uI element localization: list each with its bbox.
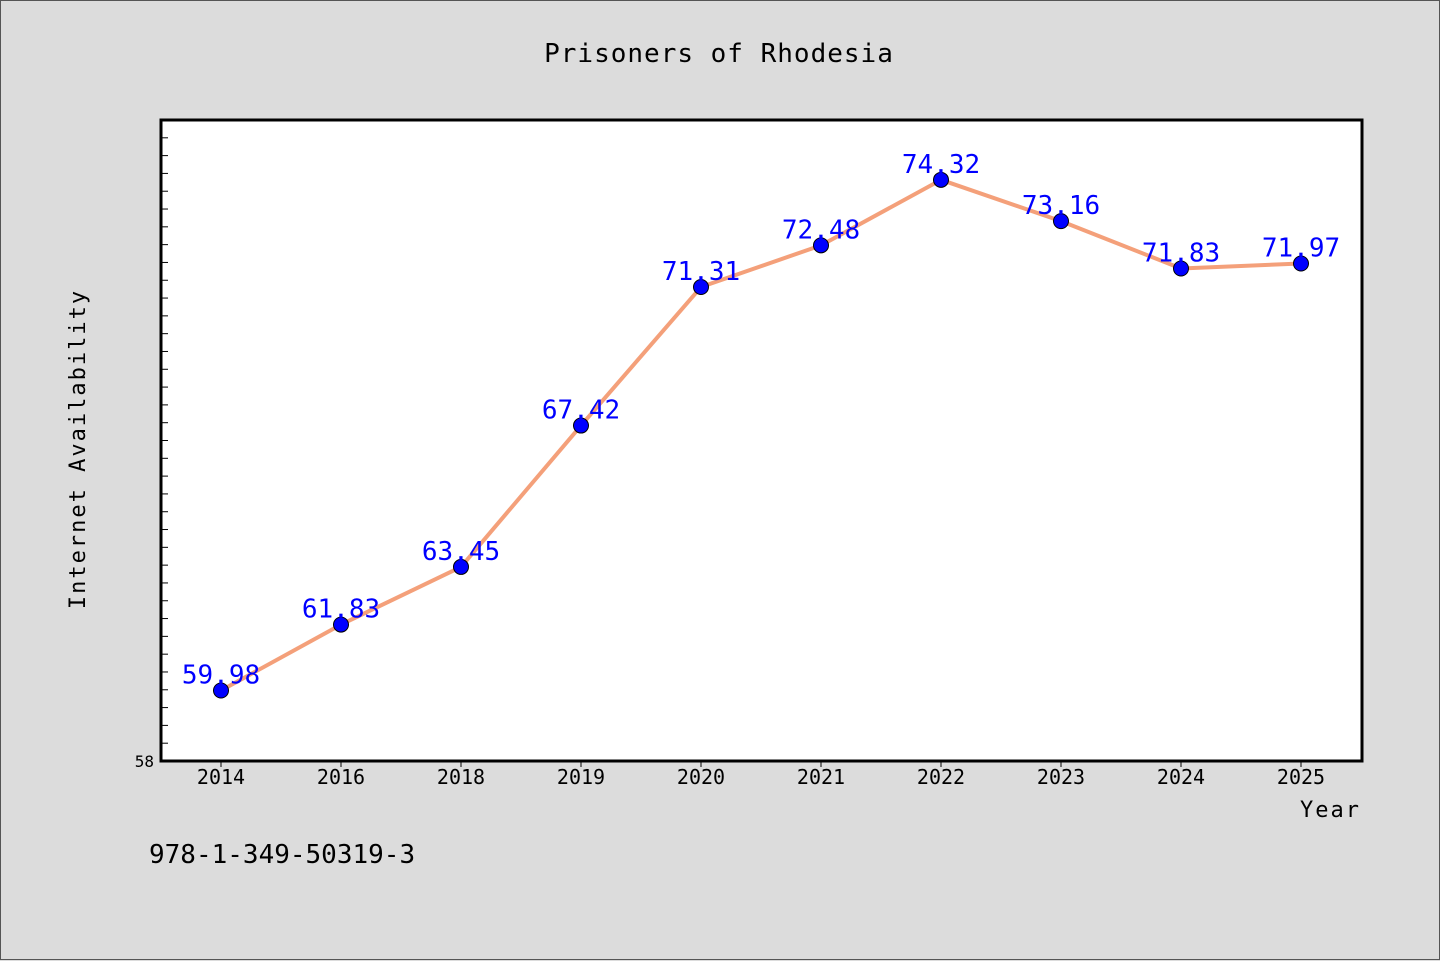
data-label: 71.83 (1142, 238, 1220, 268)
data-label: 74.32 (902, 150, 980, 180)
x-tick-label: 2024 (1157, 765, 1205, 789)
x-axis-label: Year (1300, 798, 1361, 823)
plot-area (159, 118, 1364, 763)
data-label: 71.97 (1262, 234, 1340, 264)
series-line (219, 177, 1303, 693)
data-label: 71.31 (662, 257, 740, 287)
data-point (333, 616, 349, 633)
chart-title: Prisoners of Rhodesia (544, 39, 894, 69)
data-point (573, 417, 589, 434)
data-point (933, 171, 949, 188)
data-point (453, 558, 469, 575)
isbn-text: 978-1-349-50319-3 (149, 840, 415, 870)
data-label: 59.98 (182, 660, 260, 690)
data-point (813, 237, 829, 254)
data-point (1173, 260, 1189, 277)
data-point (693, 279, 709, 296)
data-label: 72.48 (782, 215, 860, 245)
series-line-group (219, 177, 1303, 693)
data-label: 63.45 (422, 537, 500, 567)
y-axis-label: Internet Availability (66, 289, 91, 609)
x-tick-label: 2016 (317, 765, 365, 789)
data-point (1293, 255, 1309, 272)
x-tick-label: 2022 (917, 765, 965, 789)
data-label: 61.83 (302, 595, 380, 625)
y-tick-label: 58 (135, 752, 154, 771)
x-tick-label: 2023 (1037, 765, 1085, 789)
x-tick-label: 2019 (557, 765, 605, 789)
x-tick-label: 2018 (437, 765, 485, 789)
x-axis-ticks: 2014 2016 2018 2019 2020 2021 2022 2023 2024 2025 (197, 761, 1325, 789)
x-tick-label: 2014 (197, 765, 245, 789)
data-point (213, 682, 229, 699)
x-tick-label: 2021 (797, 765, 845, 789)
data-label: 73.16 (1022, 191, 1100, 221)
x-tick-label: 2020 (677, 765, 725, 789)
data-label: 67.42 (542, 396, 620, 426)
x-tick-label: 2025 (1277, 765, 1325, 789)
y-axis-ticks (161, 137, 168, 762)
data-labels: 59.98 61.83 63.45 67.42 71.31 72.48 74.32 73.16… (182, 150, 1340, 691)
data-point (1053, 213, 1069, 230)
data-markers (213, 171, 1309, 699)
